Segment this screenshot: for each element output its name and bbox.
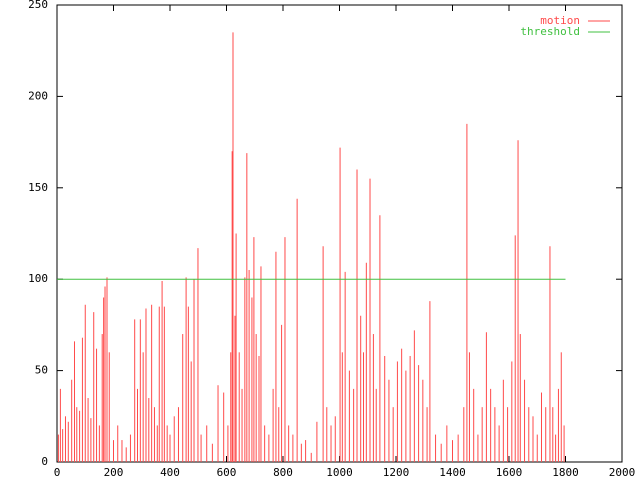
x-tick-label: 1400: [439, 466, 466, 479]
legend-label: threshold: [520, 25, 580, 38]
plot-border: [56, 4, 623, 463]
legend-label: motion: [540, 14, 580, 27]
x-tick-label: 2000: [609, 466, 636, 479]
x-tick-label: 1800: [552, 466, 579, 479]
x-tick-label: 200: [104, 466, 124, 479]
y-tick-label: 0: [41, 455, 48, 468]
x-tick-label: 0: [54, 466, 61, 479]
y-tick-label: 100: [28, 272, 48, 285]
x-tick-label: 600: [217, 466, 237, 479]
x-tick-label: 400: [160, 466, 180, 479]
y-tick-label: 250: [28, 0, 48, 11]
y-tick-label: 200: [28, 89, 48, 102]
y-tick-label: 150: [28, 181, 48, 194]
x-tick-label: 1000: [326, 466, 353, 479]
x-tick-label: 1600: [496, 466, 523, 479]
x-tick-label: 1200: [383, 466, 410, 479]
x-tick-label: 800: [273, 466, 293, 479]
y-tick-label: 50: [35, 364, 48, 377]
